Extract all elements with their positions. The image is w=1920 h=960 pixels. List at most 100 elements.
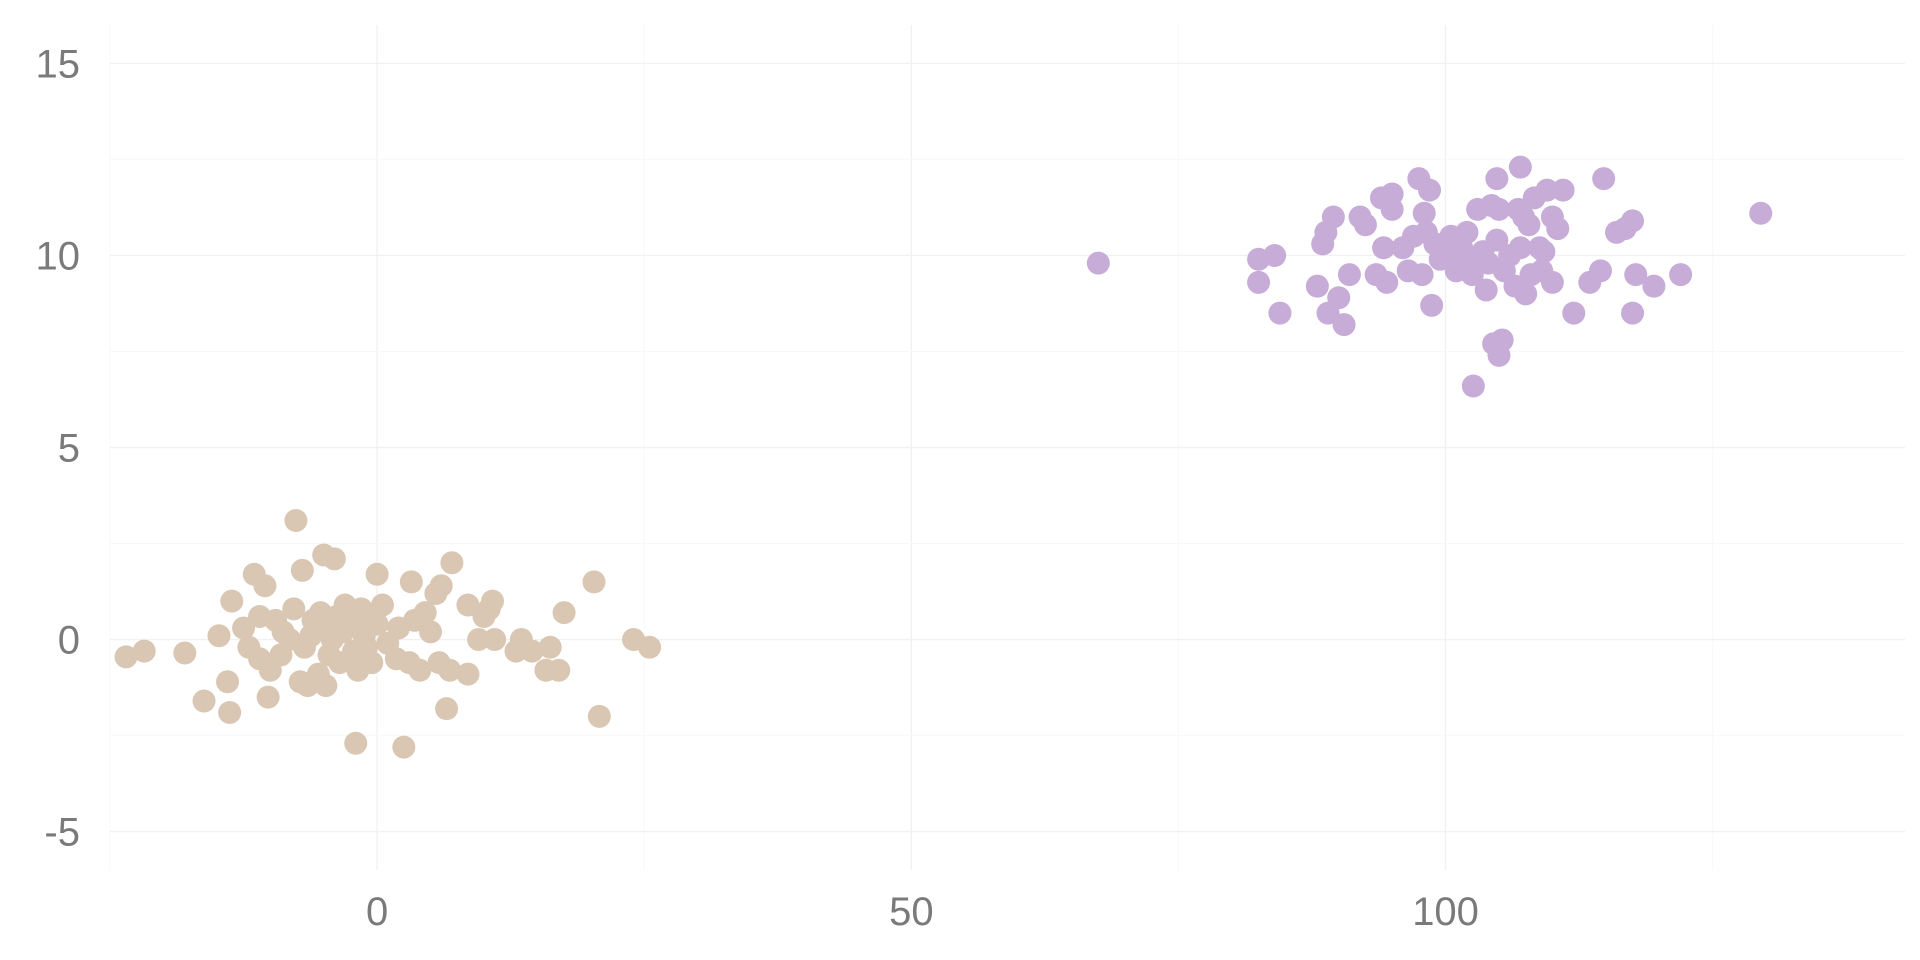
data-point: [467, 628, 491, 652]
data-point: [114, 645, 138, 669]
data-point: [1086, 251, 1110, 275]
y-tick-label: 5: [58, 427, 80, 471]
data-point: [1490, 328, 1514, 352]
data-point: [1487, 197, 1511, 221]
data-point: [173, 641, 197, 665]
data-point: [322, 547, 346, 571]
data-point: [1508, 236, 1532, 260]
data-point: [314, 674, 338, 698]
data-point: [435, 697, 459, 721]
data-point: [456, 593, 480, 617]
x-tick-label: 100: [1412, 890, 1479, 934]
data-point: [1353, 213, 1377, 237]
data-point: [1551, 178, 1575, 202]
data-point: [1749, 201, 1773, 225]
data-point: [1621, 301, 1645, 325]
data-point: [456, 662, 480, 686]
data-point: [1624, 263, 1648, 287]
data-point: [547, 658, 571, 682]
data-point: [1410, 263, 1434, 287]
data-point: [282, 597, 306, 621]
grid-lines: [109, 25, 1905, 870]
data-point: [1517, 213, 1541, 237]
data-point: [1321, 205, 1345, 229]
data-point: [1380, 197, 1404, 221]
data-point: [399, 570, 423, 594]
data-point: [360, 651, 384, 675]
data-point: [1669, 263, 1693, 287]
data-point: [290, 558, 314, 582]
y-tick-label: 15: [36, 42, 81, 86]
data-point: [587, 704, 611, 728]
data-point: [1263, 243, 1287, 267]
data-point: [1247, 270, 1271, 294]
data-point: [365, 612, 389, 636]
data-point: [1588, 259, 1612, 283]
data-point: [1412, 201, 1436, 225]
x-tick-label: 0: [366, 890, 388, 934]
data-point: [207, 624, 231, 648]
data-point: [1592, 167, 1616, 191]
data-point: [216, 670, 240, 694]
data-point: [481, 589, 505, 613]
y-axis-tick-labels: -5 0 5 10 15: [36, 42, 81, 854]
data-point: [1268, 301, 1292, 325]
data-point: [370, 593, 394, 617]
data-point: [1621, 209, 1645, 233]
data-point: [638, 635, 662, 659]
data-point: [1305, 274, 1329, 298]
x-tick-label: 50: [889, 890, 934, 934]
data-point: [438, 658, 462, 682]
data-point: [582, 570, 606, 594]
data-point: [218, 701, 242, 725]
data-point: [538, 635, 562, 659]
scatter-points: [114, 155, 1773, 759]
series-1: [114, 508, 662, 759]
data-point: [1418, 178, 1442, 202]
data-point: [1420, 293, 1444, 317]
data-point: [1461, 374, 1485, 398]
data-point: [1546, 217, 1570, 241]
data-point: [1460, 263, 1484, 287]
data-point: [365, 562, 389, 586]
data-point: [520, 639, 544, 663]
data-point: [1508, 155, 1532, 179]
data-point: [1332, 313, 1356, 337]
data-point: [284, 508, 308, 532]
data-point: [253, 574, 277, 598]
data-point: [392, 735, 416, 759]
data-point: [1485, 167, 1509, 191]
data-point: [1375, 270, 1399, 294]
data-point: [1485, 228, 1509, 252]
data-point: [1455, 220, 1479, 244]
data-point: [429, 574, 453, 598]
data-point: [192, 689, 216, 713]
y-tick-label: 0: [58, 619, 80, 663]
data-point: [413, 601, 437, 625]
data-point: [1532, 240, 1556, 264]
data-point: [1535, 178, 1559, 202]
data-point: [1514, 282, 1538, 306]
data-point: [1372, 236, 1396, 260]
data-point: [552, 601, 576, 625]
data-point: [1474, 278, 1498, 302]
data-point: [419, 620, 443, 644]
data-point: [1562, 301, 1586, 325]
data-point: [132, 639, 156, 663]
data-point: [1337, 263, 1361, 287]
y-tick-label: 10: [36, 234, 81, 278]
data-point: [1327, 286, 1351, 310]
series-2: [1086, 155, 1773, 398]
x-axis-tick-labels: 0 50 100: [366, 890, 1479, 934]
data-point: [256, 685, 280, 709]
data-point: [1642, 274, 1666, 298]
y-tick-label: -5: [44, 811, 80, 855]
data-point: [232, 616, 256, 640]
data-point: [483, 628, 507, 652]
data-point: [1540, 270, 1564, 294]
data-point: [220, 589, 244, 613]
data-point: [408, 658, 432, 682]
data-point: [344, 731, 368, 755]
data-point: [440, 551, 464, 575]
